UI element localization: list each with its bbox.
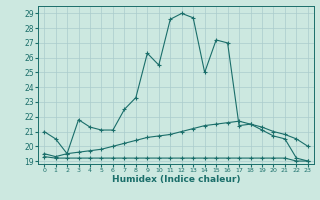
X-axis label: Humidex (Indice chaleur): Humidex (Indice chaleur) [112,175,240,184]
